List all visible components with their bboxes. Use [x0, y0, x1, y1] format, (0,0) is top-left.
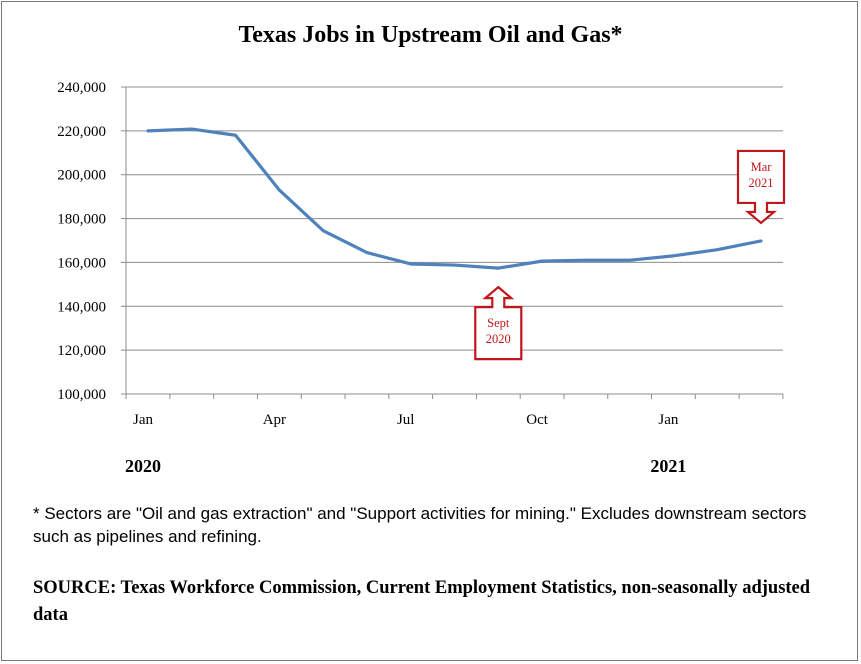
line-chart: 100,000 120,000 140,000 160,000 180,000 200,0… — [57, 80, 786, 476]
y-tick-label: 140,000 — [57, 299, 106, 315]
y-tick-label: 120,000 — [57, 343, 106, 359]
x-tick-label: Jan — [133, 412, 153, 428]
source-note: SOURCE: Texas Workforce Commission, Curr… — [33, 578, 811, 625]
y-tick-label: 220,000 — [57, 124, 106, 140]
year-label: 2021 — [650, 456, 686, 476]
y-tick-label: 240,000 — [57, 80, 106, 96]
callouts: Sept 2020 Mar 2021 — [474, 149, 786, 361]
y-tick-label: 100,000 — [57, 387, 106, 403]
axes — [125, 87, 784, 399]
footnote: * Sectors are "Oil and gas extraction" a… — [33, 504, 807, 546]
callout-label: Mar — [751, 160, 773, 174]
x-tick-label: Oct — [526, 412, 548, 428]
callout-arrow-box — [474, 285, 523, 361]
callout-label: 2020 — [486, 332, 511, 346]
y-tick-label: 200,000 — [57, 168, 106, 184]
x-tick-label: Jan — [658, 412, 678, 428]
chart-title: Texas Jobs in Upstream Oil and Gas* — [238, 22, 623, 48]
y-tick-labels: 100,000 120,000 140,000 160,000 180,000 200,0… — [57, 80, 106, 403]
x-tick-labels: Jan Apr Jul Oct Jan — [133, 412, 679, 428]
year-label: 2020 — [125, 456, 161, 476]
y-tick-label: 160,000 — [57, 255, 106, 271]
series-lines — [146, 127, 763, 270]
callout-label: 2021 — [749, 176, 774, 190]
x-tick-label: Apr — [263, 412, 286, 428]
series-line — [146, 127, 763, 270]
gridlines — [121, 86, 783, 395]
callout-label: Sept — [487, 316, 510, 330]
y-tick-label: 180,000 — [57, 212, 106, 228]
x-tick-label: Jul — [397, 412, 415, 428]
callout-arrow-box — [736, 149, 786, 225]
year-labels: 2020 2021 — [125, 456, 686, 476]
